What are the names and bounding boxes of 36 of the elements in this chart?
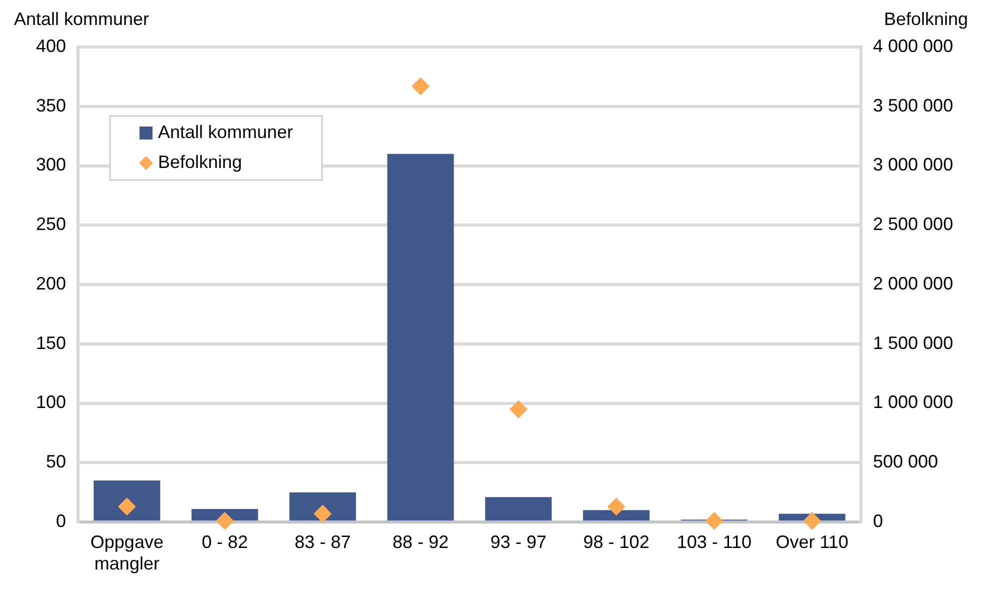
- y-tick-label: 150: [36, 332, 66, 353]
- y-axis-title: Antall kommuner: [14, 8, 150, 29]
- x-tick-label: 88 - 92: [392, 532, 449, 552]
- y2-tick-label: 500 000: [873, 452, 938, 472]
- point: [705, 512, 724, 530]
- y-tick-label: 400: [36, 36, 66, 56]
- y2-axis-title: Befolkning: [884, 8, 968, 29]
- y-tick-label: 0: [56, 510, 66, 531]
- x-tick-label: Over 110: [776, 532, 848, 552]
- y2-tick-label: 1 500 000: [873, 332, 954, 353]
- y-tick-label: 250: [36, 214, 66, 234]
- y2-tick-label: 2 500 000: [873, 214, 954, 234]
- x-tick-label: Oppgave mangler: [90, 532, 164, 574]
- point: [607, 498, 626, 516]
- y2-tick-label: 0: [873, 510, 884, 531]
- x-tick-label: 98 - 102: [583, 532, 650, 552]
- point: [216, 512, 234, 530]
- y-tick-label: 300: [36, 154, 66, 175]
- y-tick-label: 100: [36, 392, 66, 412]
- point: [412, 77, 430, 96]
- y2-tick-label: 2 000 000: [873, 273, 954, 294]
- x-tick-label: 93 - 97: [490, 532, 546, 552]
- y2-tick-label: 4 000 000: [873, 36, 954, 56]
- legend-label: Antall kommuner: [158, 122, 294, 142]
- y2-tick-label: 3 500 000: [873, 95, 954, 116]
- point: [803, 512, 822, 530]
- y2-tick-label: 1 000 000: [873, 392, 954, 412]
- x-tick-label: 83 - 87: [294, 532, 351, 552]
- x-tick-label: 0 - 82: [202, 532, 248, 552]
- point: [509, 400, 528, 418]
- y-tick-label: 200: [36, 273, 66, 294]
- y-tick-label: 50: [46, 452, 66, 472]
- legend-label: Befolkning: [158, 152, 242, 172]
- y2-tick-label: 3 000 000: [873, 154, 954, 175]
- y-tick-label: 350: [36, 95, 66, 116]
- x-tick-label: 103 - 110: [676, 532, 752, 552]
